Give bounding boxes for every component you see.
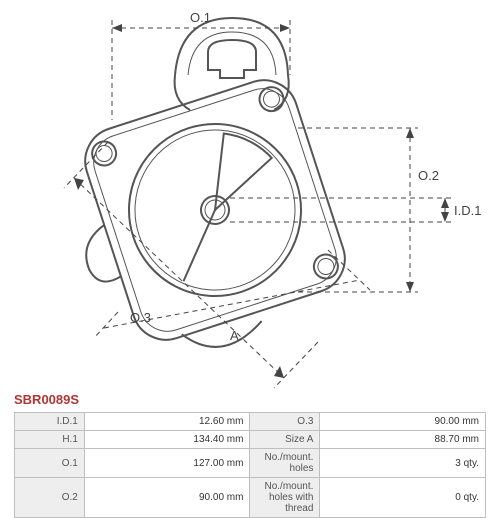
spec-value: 127.00 mm	[84, 449, 250, 478]
table-row: H.1 134.40 mm Size A 88.70 mm	[15, 431, 486, 449]
spec-label: I.D.1	[15, 413, 85, 431]
spec-value: 134.40 mm	[84, 431, 250, 449]
engineering-drawing-svg: O.1 O.2 I.D.1 O.3 A.	[0, 0, 500, 390]
part-number: SBR0089S	[14, 392, 79, 407]
spec-label: H.1	[15, 431, 85, 449]
spec-value: 3 qty.	[320, 449, 486, 478]
table-row: O.2 90.00 mm No./mount. holes with threa…	[15, 478, 486, 518]
dim-label-o2: O.2	[418, 168, 439, 183]
spec-value: 0 qty.	[320, 478, 486, 518]
spec-label: O.2	[15, 478, 85, 518]
spec-value: 12.60 mm	[84, 413, 250, 431]
table-row: I.D.1 12.60 mm O.3 90.00 mm	[15, 413, 486, 431]
spec-table: I.D.1 12.60 mm O.3 90.00 mm H.1 134.40 m…	[14, 412, 486, 518]
spec-label: Size A	[250, 431, 320, 449]
spec-value: 88.70 mm	[320, 431, 486, 449]
drawing-area: O.1 O.2 I.D.1 O.3 A.	[0, 0, 500, 390]
spec-value: 90.00 mm	[320, 413, 486, 431]
dim-label-id1: I.D.1	[454, 203, 481, 218]
spec-label: O.1	[15, 449, 85, 478]
dim-label-o1: O.1	[190, 10, 211, 25]
spec-label: No./mount. holes	[250, 449, 320, 478]
spec-label: O.3	[250, 413, 320, 431]
table-row: O.1 127.00 mm No./mount. holes 3 qty.	[15, 449, 486, 478]
dim-label-o3: O.3	[130, 310, 151, 325]
spec-value: 90.00 mm	[84, 478, 250, 518]
dim-label-a: A.	[230, 328, 242, 343]
spec-label: No./mount. holes with thread	[250, 478, 320, 518]
